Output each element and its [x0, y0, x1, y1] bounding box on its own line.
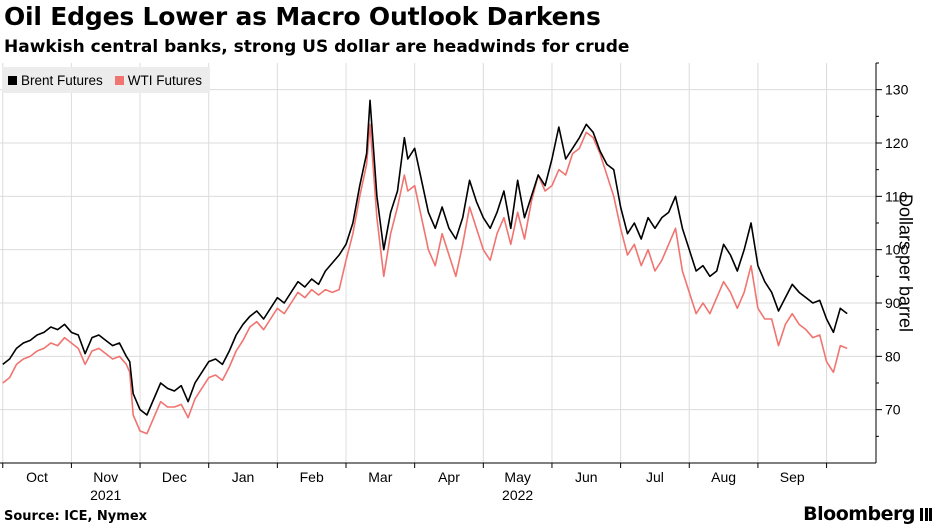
- series-line-brent: [2, 99, 848, 416]
- y-axis-label: Dollars per barrel: [895, 193, 916, 333]
- x-year-label: 2022: [502, 487, 533, 503]
- x-tick-label: Jul: [646, 469, 664, 485]
- x-tick-label: Nov: [93, 469, 118, 485]
- legend-label-wti: WTI Futures: [127, 72, 203, 88]
- bloomberg-mark-icon: [920, 507, 932, 521]
- x-tick-label: Feb: [300, 469, 324, 485]
- y-tick-label: 70: [885, 402, 901, 418]
- x-tick-label: Aug: [711, 469, 736, 485]
- source-note: Source: ICE, Nymex: [4, 509, 148, 524]
- legend-item-brent[interactable]: Brent Futures: [8, 73, 103, 88]
- y-tick-label: 110: [885, 188, 908, 204]
- legend-label-brent: Brent Futures: [21, 72, 103, 88]
- x-tick-label: Apr: [438, 469, 460, 485]
- y-tick-label: 130: [885, 82, 909, 98]
- x-tick-label: Dec: [162, 469, 187, 485]
- gridlines: [0, 63, 876, 463]
- y-tick-label: 120: [885, 135, 909, 151]
- y-tick-label: 80: [885, 348, 901, 364]
- axes: 70 80 90 100 110 120 130 Oct Nov 2021 Dec Jan Feb Mar…: [0, 62, 909, 503]
- y-tick-label: 100: [885, 242, 909, 258]
- legend-swatch-wti: [114, 75, 124, 85]
- y-tick-label: 90: [885, 295, 901, 311]
- x-tick-label: Mar: [368, 469, 392, 485]
- legend-swatch-brent: [8, 75, 17, 85]
- legend-item-wti[interactable]: WTI Futures: [114, 72, 203, 88]
- x-tick-label: Sep: [780, 469, 805, 485]
- x-year-label: 2021: [90, 487, 121, 503]
- brand-name: Bloomberg: [803, 503, 915, 525]
- x-tick-label: Jan: [232, 469, 255, 485]
- x-tick-label: May: [504, 469, 530, 485]
- bloomberg-logo: Bloomberg: [803, 503, 932, 525]
- chart-subtitle: Hawkish central banks, strong US dollar …: [4, 37, 630, 57]
- chart-title: Oil Edges Lower as Macro Outlook Darkens: [4, 2, 601, 31]
- series-lines: [2, 99, 848, 435]
- series-line-wti: [2, 123, 848, 435]
- legend: Brent Futures WTI Futures: [2, 67, 211, 93]
- x-tick-label: Jun: [575, 469, 598, 485]
- x-tick-label: Oct: [26, 469, 48, 485]
